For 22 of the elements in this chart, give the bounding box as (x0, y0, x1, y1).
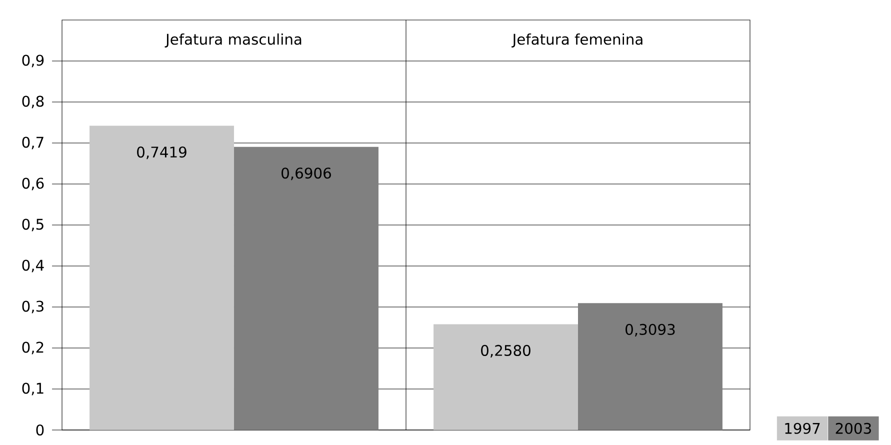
data-label: 0,7419 (137, 146, 186, 160)
bar (434, 324, 578, 430)
y-tick-label: 0,8 (22, 96, 44, 108)
y-tick-label: 0,6 (22, 178, 44, 190)
bar (234, 146, 378, 430)
y-tick-label: 0,7 (22, 136, 44, 150)
data-label: 0,6906 (282, 168, 331, 180)
bar (90, 126, 234, 430)
data-label: 0,3093 (626, 324, 675, 336)
y-tick-label: 0,9 (22, 54, 44, 68)
y-tick-label: 0 (36, 424, 44, 436)
data-label: 0,2580 (481, 344, 530, 358)
y-tick-label: 0,4 (22, 260, 44, 272)
x-tick-label: Jefatura masculina (164, 33, 302, 48)
bar (578, 303, 722, 430)
y-tick-label: 0,3 (22, 300, 44, 314)
text: 2003 (836, 422, 871, 434)
x-tick-label: Jefatura femenina (512, 33, 642, 48)
y-tick-label: 0,5 (22, 218, 44, 232)
y-tick-label: 0,1 (22, 382, 44, 396)
y-tick-label: 0,2 (22, 342, 44, 354)
text: 1997 (785, 422, 820, 434)
